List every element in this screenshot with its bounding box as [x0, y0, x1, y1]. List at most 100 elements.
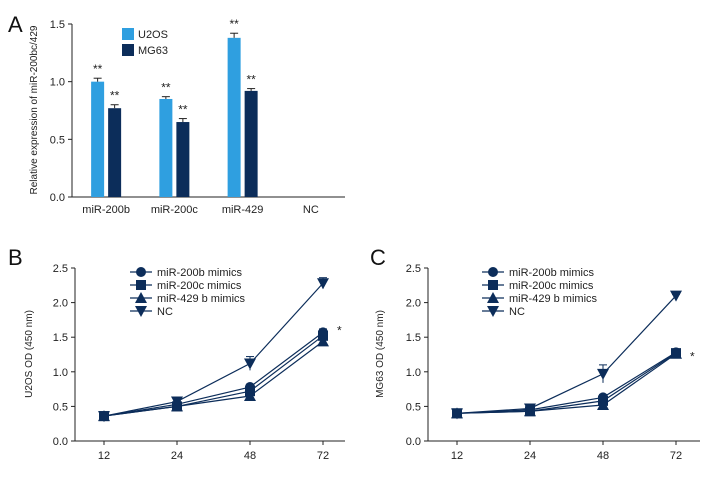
data-point-triangle-down	[524, 403, 536, 415]
legend-label: miR-200b mimics	[157, 267, 242, 279]
panel-b-y-tick-label: 2.0	[53, 298, 68, 310]
bar-u2os-mir-429	[227, 37, 241, 198]
bar-u2os-mir-200c	[159, 98, 173, 197]
panel-c-y-axis-title: MG63 OD (450 nm)	[375, 310, 386, 398]
bar-mg63-mir-429	[244, 90, 258, 197]
significance-label: **	[246, 73, 256, 87]
bar-mg63-mir-200c	[176, 122, 190, 197]
panel-c-y-tick-label: 2.5	[406, 263, 421, 275]
legend-label: NC	[157, 306, 173, 318]
significance-label: **	[229, 17, 239, 31]
panel-b-letter: B	[8, 245, 23, 270]
panel-a-legend: U2OS MG63	[122, 28, 168, 57]
panel-b-y-tick-label: 1.5	[53, 332, 68, 344]
legend-label: miR-200b mimics	[509, 267, 594, 279]
panel-b-x-tick-label: 12	[98, 450, 110, 462]
legend-label: miR-429 b mimics	[157, 293, 246, 305]
panel-b-y-tick-label: 2.5	[53, 263, 68, 275]
data-point-triangle-down	[171, 396, 183, 408]
data-point-triangle-up	[317, 335, 329, 347]
legend-marker-triangle-down	[487, 306, 499, 317]
panel-a-bars: ** ** ** ** ** **	[91, 17, 258, 198]
panel-b-y-ticks: 0.0 0.5 1.0 1.5 2.0 2.5	[53, 263, 75, 448]
panel-b-x-ticks: 12 24 48 72	[98, 441, 329, 462]
panel-b-significance-star: *	[337, 323, 342, 337]
panel-c-x-tick-label: 12	[451, 450, 463, 462]
panel-b-y-axis-title: U2OS OD (450 nm)	[24, 310, 35, 398]
bar-u2os-mir-200b	[91, 81, 105, 197]
significance-label: **	[161, 81, 171, 95]
legend-marker-triangle-up	[135, 292, 147, 303]
panel-c: C MG63 OD (450 nm) 0.0 0.5 1.0 1.5 2.0 2.5 12…	[370, 245, 700, 462]
panel-a: A Relative expression of miR-200bc/429 0…	[8, 12, 345, 216]
panel-a-x-tick-label: NC	[303, 204, 319, 216]
panel-c-y-tick-label: 1.5	[406, 332, 421, 344]
series-line-circle	[456, 351, 677, 414]
panel-a-x-labels: miR-200b miR-200c miR-429 NC	[82, 204, 319, 216]
panel-c-y-tick-label: 0.0	[406, 436, 421, 448]
panel-c-significance-star: *	[690, 349, 695, 363]
data-point-triangle-down	[597, 368, 609, 380]
panel-a-letter: A	[8, 12, 23, 37]
panel-b-x-tick-label: 24	[171, 450, 183, 462]
significance-label: **	[93, 62, 103, 76]
legend-label-u2os: U2OS	[138, 29, 168, 41]
legend-marker-circle	[136, 267, 146, 277]
data-point-triangle-down	[98, 411, 110, 423]
significance-label: **	[110, 89, 120, 103]
legend-label-mg63: MG63	[138, 45, 168, 57]
panel-b-y-tick-label: 0.0	[53, 436, 68, 448]
panel-b-lines	[98, 277, 329, 423]
legend-label: miR-200c mimics	[157, 280, 242, 292]
panel-a-x-tick-label: miR-200b	[82, 204, 130, 216]
panel-c-x-ticks: 12 24 48 72	[451, 441, 682, 462]
panel-c-y-tick-label: 2.0	[406, 298, 421, 310]
data-point-triangle-down	[451, 408, 463, 420]
panel-c-y-ticks: 0.0 0.5 1.0 1.5 2.0 2.5	[406, 263, 428, 448]
legend-marker-triangle-down	[135, 306, 147, 317]
series-line-triangle-up	[456, 353, 677, 414]
data-point-triangle-up	[244, 390, 256, 402]
panel-a-y-ticks: 0.0 0.5 1.0 1.5	[50, 19, 72, 204]
series-line-square	[103, 335, 324, 417]
panel-a-y-axis-title: Relative expression of miR-200bc/429	[29, 25, 40, 194]
legend-label: miR-429 b mimics	[509, 293, 598, 305]
panel-a-y-tick-label: 1.0	[50, 77, 65, 89]
panel-a-y-tick-label: 0.5	[50, 134, 65, 146]
data-point-triangle-down	[244, 358, 256, 370]
panel-c-x-tick-label: 72	[670, 450, 682, 462]
panel-c-lines	[451, 290, 682, 420]
data-point-triangle-up	[670, 347, 682, 359]
significance-label: **	[178, 103, 188, 117]
panel-a-x-tick-label: miR-200c	[151, 204, 199, 216]
bar-mg63-mir-200b	[108, 108, 122, 197]
panel-c-x-tick-label: 24	[524, 450, 536, 462]
data-point-triangle-down	[670, 290, 682, 302]
panel-b-y-tick-label: 0.5	[53, 401, 68, 413]
data-point-triangle-down	[317, 278, 329, 290]
legend-swatch-u2os	[122, 28, 134, 40]
data-point-triangle-up	[597, 399, 609, 411]
series-line-triangle-down	[456, 295, 677, 414]
legend-swatch-mg63	[122, 44, 134, 56]
legend-marker-square	[136, 280, 146, 290]
legend-marker-circle	[488, 267, 498, 277]
panel-b-y-tick-label: 1.0	[53, 367, 68, 379]
panel-c-x-tick-label: 48	[597, 450, 609, 462]
legend-label: miR-200c mimics	[509, 280, 594, 292]
series-line-square	[456, 352, 677, 414]
panel-a-y-tick-label: 0.0	[50, 192, 65, 204]
panel-b: B U2OS OD (450 nm) 0.0 0.5 1.0 1.5 2.0 2.5 12…	[8, 245, 345, 462]
panel-a-y-tick-label: 1.5	[50, 19, 65, 31]
panel-b-x-tick-label: 48	[244, 450, 256, 462]
legend-label: NC	[509, 306, 525, 318]
panel-c-y-tick-label: 0.5	[406, 401, 421, 413]
panel-b-x-tick-label: 72	[317, 450, 329, 462]
panel-a-x-tick-label: miR-429	[222, 204, 264, 216]
panel-c-y-tick-label: 1.0	[406, 367, 421, 379]
legend-marker-triangle-up	[487, 292, 499, 303]
legend-marker-square	[488, 280, 498, 290]
